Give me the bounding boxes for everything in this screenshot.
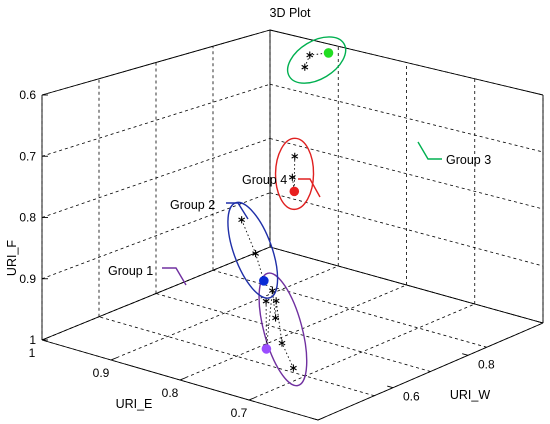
data-point xyxy=(301,63,309,71)
group-2: Group 2 xyxy=(170,198,279,299)
gridline xyxy=(179,284,407,381)
axes-frame xyxy=(41,29,544,421)
data-point xyxy=(238,216,246,224)
tick-mark xyxy=(41,337,48,341)
axis-edge xyxy=(269,246,544,324)
x-tick-label: 0.4 xyxy=(328,422,345,424)
tick-mark xyxy=(110,357,117,361)
y-tick-label: 0.7 xyxy=(231,406,248,420)
group-label: Group 4 xyxy=(242,173,287,187)
cluster-trend-line xyxy=(291,156,296,192)
tick-mark xyxy=(248,397,255,401)
gridline xyxy=(269,83,544,153)
group-4: Group 4 xyxy=(242,137,321,211)
tick-mark xyxy=(312,417,319,421)
data-groups: Group 1 Group 2 Group 3 Group 4 xyxy=(108,36,491,387)
data-point xyxy=(289,364,297,372)
z-tick-label: 1 xyxy=(29,333,36,347)
y-tick-label: 0.9 xyxy=(93,366,110,380)
gridline xyxy=(269,192,544,267)
gridline xyxy=(41,192,271,280)
cluster-ellipse xyxy=(227,201,279,299)
cluster-trend-line xyxy=(265,290,294,369)
chart-title: 3D Plot xyxy=(270,6,312,20)
group-centroid xyxy=(259,276,269,286)
x-axis-label: URI_W xyxy=(450,388,490,402)
group-centroid xyxy=(323,48,334,58)
x-tick-label: 0.6 xyxy=(403,390,420,404)
label-leader xyxy=(298,178,321,198)
data-point xyxy=(272,297,280,305)
tick-mark xyxy=(387,385,394,389)
gridline xyxy=(41,138,271,218)
tick-mark xyxy=(462,353,469,356)
data-point xyxy=(252,249,260,258)
cluster-ellipse xyxy=(274,137,315,211)
tick-mark xyxy=(179,377,186,381)
z-tick-label: 0.6 xyxy=(19,88,36,102)
tick-mark xyxy=(317,417,324,421)
z-tick-label: 0.8 xyxy=(19,211,36,225)
label-leader xyxy=(226,202,249,220)
axis-edge xyxy=(41,29,271,96)
group-3: Group 3 xyxy=(286,36,491,167)
tick-mark xyxy=(537,320,544,324)
data-point xyxy=(268,287,276,295)
group-centroid xyxy=(289,186,300,197)
group-centroid xyxy=(261,344,272,354)
z-tick-label: 0.7 xyxy=(19,149,36,163)
label-leader xyxy=(162,267,187,286)
data-point xyxy=(288,173,296,181)
y-tick-label: 1 xyxy=(29,346,36,360)
y-tick-label: 0.8 xyxy=(162,386,179,400)
gridline xyxy=(269,138,544,210)
gridline xyxy=(41,83,271,157)
cluster-ellipse xyxy=(286,36,347,84)
axis-edge xyxy=(269,29,544,96)
gridline xyxy=(212,269,487,348)
z-axis-label: URI_F xyxy=(5,240,19,276)
gridline xyxy=(248,303,475,401)
z-tick-label: 0.9 xyxy=(19,272,36,286)
cluster-trend-line xyxy=(241,219,265,281)
data-point xyxy=(291,152,299,160)
data-point xyxy=(272,314,279,322)
axis-edge xyxy=(317,322,544,421)
gridline xyxy=(110,265,339,361)
x-tick-label: 0.8 xyxy=(478,357,495,371)
group-1: Group 1 xyxy=(108,264,308,387)
group-label: Group 2 xyxy=(170,198,215,212)
label-leader xyxy=(417,141,442,160)
y-axis-label: URI_E xyxy=(116,397,153,411)
data-point xyxy=(278,339,286,347)
data-point xyxy=(306,51,314,59)
cluster-ellipse xyxy=(258,272,308,387)
group-label: Group 1 xyxy=(108,264,153,278)
group-label: Group 3 xyxy=(446,153,491,167)
axis-edge xyxy=(41,246,271,341)
